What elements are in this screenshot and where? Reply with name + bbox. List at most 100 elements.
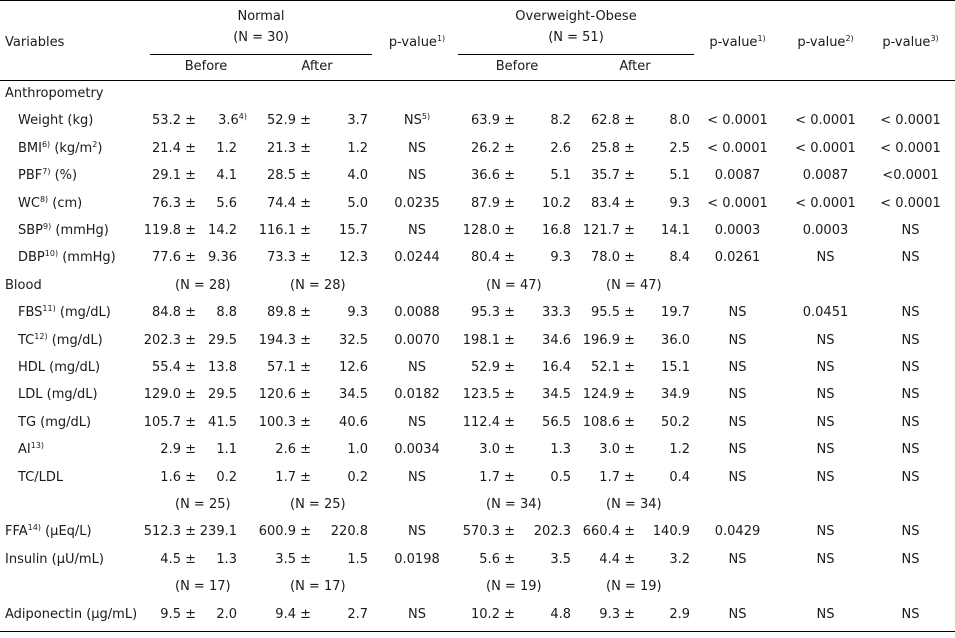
normal-after-mean: 600.9 ± <box>258 524 311 540</box>
pvalue-obese: NS <box>728 442 747 458</box>
row-label: HDL (mg/dL) <box>18 360 101 375</box>
obese-after-sd: 34.9 <box>661 387 690 403</box>
normal-after-sd: 1.2 <box>347 140 368 156</box>
normal-group-rule <box>150 54 372 55</box>
obese-before-mean: 10.2 ± <box>471 606 515 622</box>
normal-before-sd: 0.2 <box>216 469 237 485</box>
pvalue-2: NS <box>816 469 835 485</box>
normal-before-mean: 129.0 ± <box>143 387 196 403</box>
pvalue-obese: 0.0003 <box>714 223 761 238</box>
pvalue-2: NS <box>816 414 835 430</box>
obese-before-mean: 26.2 ± <box>471 140 515 156</box>
row-label: FFA14) (μEq/L) <box>5 523 92 540</box>
obese-before-sd: 33.3 <box>542 305 571 321</box>
obese-group-title: Overweight-Obese <box>515 9 637 24</box>
obese-before-sd: 34.6 <box>542 332 571 348</box>
pvalue-3: NS <box>901 387 920 403</box>
pvalue-normal: 0.0244 <box>394 250 440 266</box>
normal-after-sd: 220.8 <box>330 524 368 540</box>
pvalue-header-2: p-value2) <box>797 34 854 51</box>
normal-before-sd: 41.5 <box>208 414 237 430</box>
row-label: TG (mg/dL) <box>18 414 92 430</box>
obese-after-mean: 9.3 ± <box>599 606 635 622</box>
variables-header: Variables <box>5 35 65 50</box>
pvalue-3: NS <box>901 223 920 238</box>
pvalue-obese: < 0.0001 <box>707 140 768 156</box>
section-label: Anthropometry <box>5 86 104 101</box>
normal-before-sd: 29.5 <box>208 387 237 403</box>
obese-after-mean: 25.8 ± <box>591 140 635 156</box>
pvalue-2: 0.0087 <box>802 168 849 184</box>
obese-before-sd: 34.5 <box>542 387 571 403</box>
sample-size-label: (N = 17) <box>175 579 231 595</box>
obese-before-mean: 5.6 ± <box>479 551 515 567</box>
obese-before-sd: 0.5 <box>550 469 571 485</box>
pvalue-3: NS <box>901 551 920 567</box>
sample-size-label: (N = 28) <box>290 277 346 293</box>
normal-before-sd: 1.1 <box>216 442 237 458</box>
normal-before-mean: 53.2 ± <box>152 113 196 129</box>
normal-after-mean: 9.4 ± <box>275 606 311 622</box>
normal-before-sd: 13.8 <box>208 360 237 375</box>
obese-before-sd: 16.4 <box>542 360 571 375</box>
pvalue-2: < 0.0001 <box>795 195 856 211</box>
normal-before-sd: 8.8 <box>216 305 237 321</box>
obese-after-mean: 1.7 ± <box>599 469 635 485</box>
normal-before-mean: 84.8 ± <box>152 305 196 321</box>
normal-before-mean: 77.6 ± <box>152 250 196 266</box>
sample-size-label: (N = 19) <box>486 579 542 595</box>
normal-before-sd: 1.2 <box>216 140 237 156</box>
pvalue-obese: < 0.0001 <box>707 113 768 129</box>
normal-after-mean: 116.1 ± <box>258 223 311 238</box>
pvalue-normal: NS5) <box>403 112 431 129</box>
row-label: WC8) (cm) <box>18 194 83 211</box>
pvalue-header-1: p-value1) <box>388 34 446 51</box>
obese-after-sd: 15.1 <box>661 360 690 375</box>
normal-after-sd: 40.6 <box>339 414 368 430</box>
obese-before-mean: 52.9 ± <box>471 360 515 375</box>
normal-after-mean: 3.5 ± <box>275 551 311 567</box>
pvalue-obese: NS <box>728 469 747 485</box>
obese-before-mean: 3.0 ± <box>479 442 515 458</box>
pvalue-normal: 0.0088 <box>394 305 440 321</box>
obese-before-mean: 36.6 ± <box>471 168 515 184</box>
normal-before-sd: 4.1 <box>216 168 237 184</box>
pvalue-obese: NS <box>728 387 747 403</box>
obese-before-sd: 16.8 <box>542 223 571 238</box>
pvalue-normal: NS <box>408 360 426 375</box>
normal-before-mean: 29.1 ± <box>152 168 196 184</box>
obese-before-sd: 5.1 <box>550 168 571 184</box>
pvalue-3: <0.0001 <box>882 168 939 184</box>
pvalue-obese: NS <box>728 606 747 622</box>
obese-after-mean: 62.8 ± <box>591 113 635 129</box>
normal-before-mean: 105.7 ± <box>143 414 196 430</box>
normal-after-sd: 3.7 <box>347 113 368 129</box>
normal-after-sd: 1.5 <box>347 551 368 567</box>
obese-after-sd: 140.9 <box>652 524 690 540</box>
row-label: AI13) <box>18 441 45 458</box>
pvalue-2: 0.0451 <box>802 305 849 321</box>
pvalue-2: NS <box>816 360 835 375</box>
normal-after-header: After <box>301 59 333 74</box>
sample-size-label: (N = 17) <box>290 579 346 595</box>
row-label: Adiponectin (μg/mL) <box>5 606 138 622</box>
normal-before-mean: 76.3 ± <box>152 195 196 211</box>
pvalue-normal: 0.0034 <box>394 442 440 458</box>
pvalue-2: 0.0003 <box>802 223 849 238</box>
normal-before-mean: 119.8 ± <box>143 223 196 238</box>
obese-group-rule <box>458 54 694 55</box>
obese-group-n: (N = 51) <box>548 30 604 45</box>
pvalue-2: NS <box>816 250 835 266</box>
sample-size-label: (N = 34) <box>486 497 542 512</box>
pvalue-2: NS <box>816 524 835 540</box>
pvalue-header-3: p-value3) <box>882 34 939 51</box>
pvalue-3: < 0.0001 <box>880 195 941 211</box>
obese-before-sd: 9.3 <box>550 250 571 266</box>
pvalue-3: NS <box>901 606 920 622</box>
obese-before-sd: 1.3 <box>550 442 571 458</box>
normal-after-mean: 1.7 ± <box>275 469 311 485</box>
normal-after-sd: 32.5 <box>339 332 368 348</box>
normal-after-mean: 73.3 ± <box>267 250 311 266</box>
normal-after-mean: 52.9 ± <box>267 113 311 129</box>
